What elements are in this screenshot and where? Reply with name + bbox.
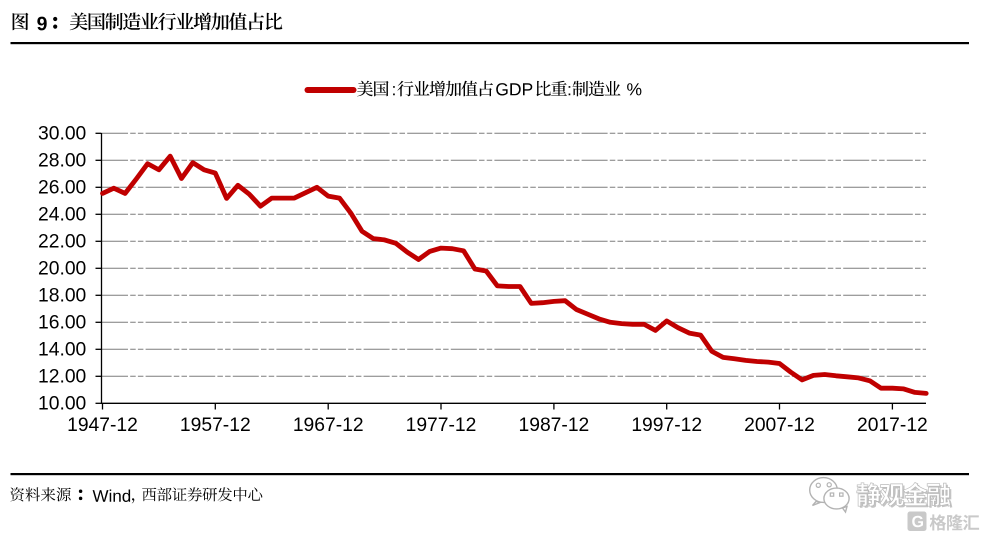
svg-text:1967-12: 1967-12 bbox=[293, 415, 364, 436]
svg-text:10.00: 10.00 bbox=[38, 394, 86, 415]
svg-text:2017-12: 2017-12 bbox=[857, 415, 928, 436]
svg-text:14.00: 14.00 bbox=[38, 340, 86, 361]
svg-text:30.00: 30.00 bbox=[38, 124, 86, 145]
svg-text:28.00: 28.00 bbox=[38, 151, 86, 172]
svg-text:1997-12: 1997-12 bbox=[631, 415, 702, 436]
svg-text:24.00: 24.00 bbox=[38, 205, 86, 226]
svg-text:12.00: 12.00 bbox=[38, 367, 86, 388]
svg-text:1977-12: 1977-12 bbox=[406, 415, 477, 436]
svg-text:1947-12: 1947-12 bbox=[67, 415, 138, 436]
svg-text:16.00: 16.00 bbox=[38, 313, 86, 334]
svg-text:26.00: 26.00 bbox=[38, 178, 86, 199]
svg-text:1987-12: 1987-12 bbox=[519, 415, 590, 436]
svg-text:22.00: 22.00 bbox=[38, 232, 86, 253]
svg-text:1957-12: 1957-12 bbox=[180, 415, 251, 436]
svg-text:18.00: 18.00 bbox=[38, 286, 86, 307]
svg-text:2007-12: 2007-12 bbox=[744, 415, 815, 436]
svg-text:20.00: 20.00 bbox=[38, 259, 86, 280]
